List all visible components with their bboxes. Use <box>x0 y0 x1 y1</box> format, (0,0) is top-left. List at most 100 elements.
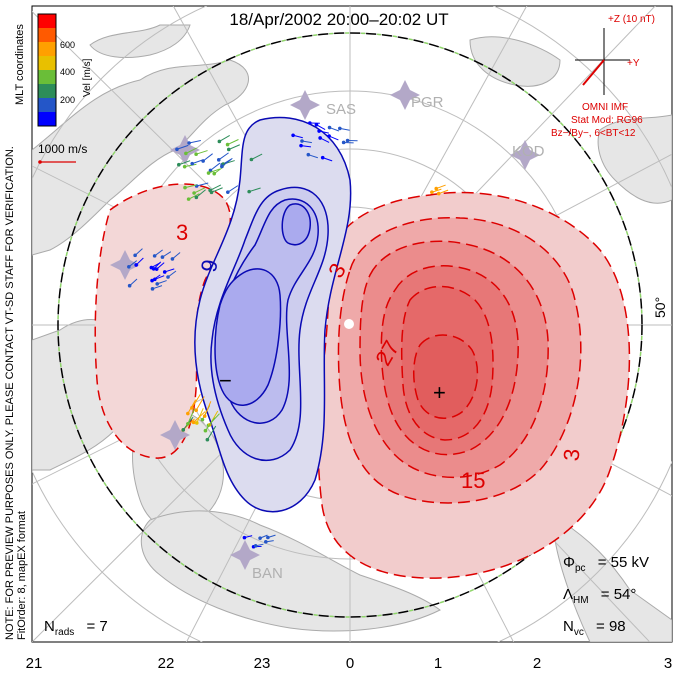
plot-title: 18/Apr/2002 20:00–20:02 UT <box>229 10 448 29</box>
lambda-value: = 54° <box>600 586 637 603</box>
dusk-cell-3kv <box>94 183 231 459</box>
colorbar-swatch <box>38 28 56 43</box>
scale-label: 1000 m/s <box>38 142 87 156</box>
velocity-vector <box>206 425 217 440</box>
velocity-vector-origin <box>153 277 157 282</box>
velocity-vector-origin <box>186 411 190 416</box>
velocity-vector-origin <box>300 139 304 143</box>
colorbar-label: Vel [m/s] <box>82 58 93 97</box>
velocity-vector <box>202 153 213 162</box>
velocity-vector-origin <box>436 191 441 196</box>
velocity-vector <box>228 144 240 150</box>
velocity-vector <box>185 147 197 154</box>
velocity-vector-origin <box>175 147 179 152</box>
mlt-tick-21: 21 <box>26 655 43 672</box>
velocity-vector <box>188 140 201 144</box>
velocity-vector-origin <box>341 140 346 145</box>
colorbar-swatch <box>38 84 56 99</box>
cross-polar-potential: Φpc = 55 kV <box>563 554 649 574</box>
velocity-vector-origin <box>226 190 230 194</box>
velocity-vector-origin <box>314 122 319 127</box>
velocity-vector <box>221 158 232 167</box>
nvc-subscript: vc <box>573 627 584 638</box>
contour-label-neg-9: 9 <box>196 258 223 274</box>
velocity-vector-origin <box>194 408 198 413</box>
dawn-cell <box>317 191 631 579</box>
velocity-scale: 1000 m/s <box>38 142 87 164</box>
velocity-vector-origin <box>220 164 224 169</box>
phi-value: = 55 kV <box>597 554 649 571</box>
velocity-vector-origin <box>205 437 210 442</box>
velocity-vector-origin <box>253 544 258 548</box>
velocity-vector-origin <box>127 265 131 269</box>
colorbar-swatch <box>38 98 56 113</box>
colorbar-swatch <box>38 70 56 85</box>
vector-count: Nvc = 98 <box>563 618 626 638</box>
velocity-vector-origin <box>200 417 205 422</box>
velocity-vector-origin <box>320 155 325 160</box>
velocity-vector <box>248 187 261 193</box>
station-labels: SAS PGR KOD BAN <box>252 94 545 582</box>
station-kod: KOD <box>512 143 545 160</box>
velocity-vector-origin <box>291 133 295 138</box>
preview-note: NOTE: FOR PREVIEW PURPOSES ONLY. PLEASE … <box>4 146 16 640</box>
velocity-vector-origin <box>299 143 303 148</box>
imf-model: Stat Mod: RG96 <box>571 115 643 126</box>
velocity-vectors <box>127 121 449 549</box>
velocity-vector-origin <box>308 121 312 125</box>
velocity-vector-origin <box>209 190 214 195</box>
velocity-vector-origin <box>195 421 199 425</box>
contour-label-3-lower: 3 <box>559 448 585 462</box>
velocity-vector <box>219 134 230 142</box>
velocity-vector-origin <box>345 138 350 143</box>
velocity-vector <box>204 401 212 417</box>
velocity-vector-origin <box>202 414 207 418</box>
velocity-vector-origin <box>160 255 165 259</box>
neg-cell-21kv <box>214 268 282 406</box>
fit-order-label: FitOrder: 8, mapEX format <box>16 511 28 640</box>
velocity-vector <box>178 160 191 166</box>
velocity-vector-origin <box>327 125 332 130</box>
velocity-vector <box>176 144 189 150</box>
velocity-vector-origin <box>187 141 191 145</box>
velocity-vector-origin <box>226 147 231 152</box>
phi-symbol: Φ <box>563 554 575 571</box>
velocity-vector-origin <box>242 535 247 540</box>
velocity-vector-origin <box>190 161 195 166</box>
velocity-vector-origin <box>182 164 187 169</box>
velocity-vector <box>218 152 229 161</box>
velocity-vector-origin <box>317 129 321 133</box>
colorbar-tick-400: 400 <box>60 67 75 77</box>
velocity-vector <box>210 162 221 171</box>
station-ban: BAN <box>252 565 283 582</box>
station-markers <box>110 80 540 570</box>
neg-cell-21kv-top <box>281 203 311 246</box>
lambda-symbol: Λ <box>563 586 574 603</box>
velocity-vector-origin <box>170 257 175 261</box>
potential-minimum-marker: − <box>219 368 232 393</box>
colorbar-swatch <box>38 56 56 71</box>
velocity-vector <box>188 193 200 200</box>
velocity-vector-origin <box>206 171 211 175</box>
velocity-vector-origin <box>212 171 217 176</box>
velocity-vector-origin <box>152 254 157 258</box>
mlt-tick-22: 22 <box>158 655 175 672</box>
nrads-value: = 7 <box>86 618 108 635</box>
negative-cell <box>194 116 352 513</box>
velocity-vector-origin <box>249 157 254 162</box>
velocity-colorbar: 600 400 200 Vel [m/s] <box>37 13 93 127</box>
velocity-vector <box>184 184 197 189</box>
velocity-vector <box>195 150 208 155</box>
coordinates-label: MLT coordinates <box>14 24 26 105</box>
colorbar-tick-200: 200 <box>60 95 75 105</box>
potential-maximum-marker: + <box>433 380 446 405</box>
velocity-vector <box>211 187 223 193</box>
magnetic-pole <box>344 319 354 329</box>
velocity-vector-origin <box>306 152 311 157</box>
velocity-vector-origin <box>264 540 268 544</box>
velocity-vector-origin <box>150 278 154 283</box>
velocity-vector <box>196 408 204 424</box>
velocity-vector-origin <box>247 189 251 194</box>
velocity-vector-origin <box>194 195 199 200</box>
velocity-vector-origin <box>217 139 222 144</box>
